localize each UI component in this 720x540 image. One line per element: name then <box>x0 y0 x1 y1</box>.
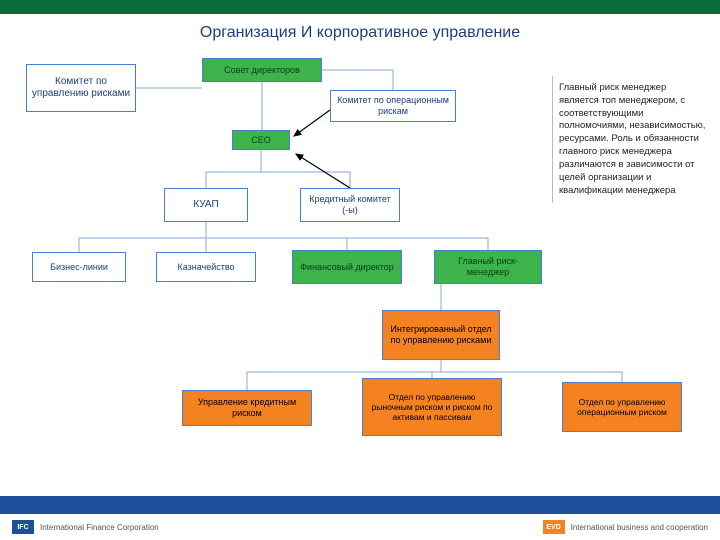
top-bar <box>0 0 720 14</box>
node-risk_committee: Комитет по управлению рисками <box>26 64 136 112</box>
evd-icon: EVD <box>543 520 565 534</box>
right-logo-text: International business and cooperation <box>571 523 708 532</box>
footer-strip: IFC International Finance Corporation EV… <box>0 514 720 540</box>
page-title: Организация И корпоративное управление <box>0 24 720 42</box>
node-ceo: CEO <box>232 130 290 150</box>
node-credit_mgmt: Управление кредитным риском <box>182 390 312 426</box>
sidebar-note: Главный риск менеджер является топ менед… <box>552 76 712 203</box>
node-oprisk_mgmt: Отдел по управлению операционным риском <box>562 382 682 432</box>
left-logo-text: International Finance Corporation <box>40 523 159 532</box>
node-integrated: Интегрированный отдел по управлению риск… <box>382 310 500 360</box>
ifc-icon: IFC <box>12 520 34 534</box>
footer-band <box>0 496 720 514</box>
node-board: Совет директоров <box>202 58 322 82</box>
node-market_mgmt: Отдел по управлению рыночным риском и ри… <box>362 378 502 436</box>
node-cfo: Финансовый директор <box>292 250 402 284</box>
right-logo: EVD International business and cooperati… <box>543 520 708 534</box>
node-treasury: Казначейство <box>156 252 256 282</box>
node-credit_committee: Кредитный комитет (-ы) <box>300 188 400 222</box>
footer: IFC International Finance Corporation EV… <box>0 496 720 540</box>
node-kuap: КУАП <box>164 188 248 222</box>
node-op_risk_committee: Комитет по операционным рискам <box>330 90 456 122</box>
node-biz_lines: Бизнес-линии <box>32 252 126 282</box>
left-logo: IFC International Finance Corporation <box>12 520 159 534</box>
node-cro: Главный риск-менеджер <box>434 250 542 284</box>
